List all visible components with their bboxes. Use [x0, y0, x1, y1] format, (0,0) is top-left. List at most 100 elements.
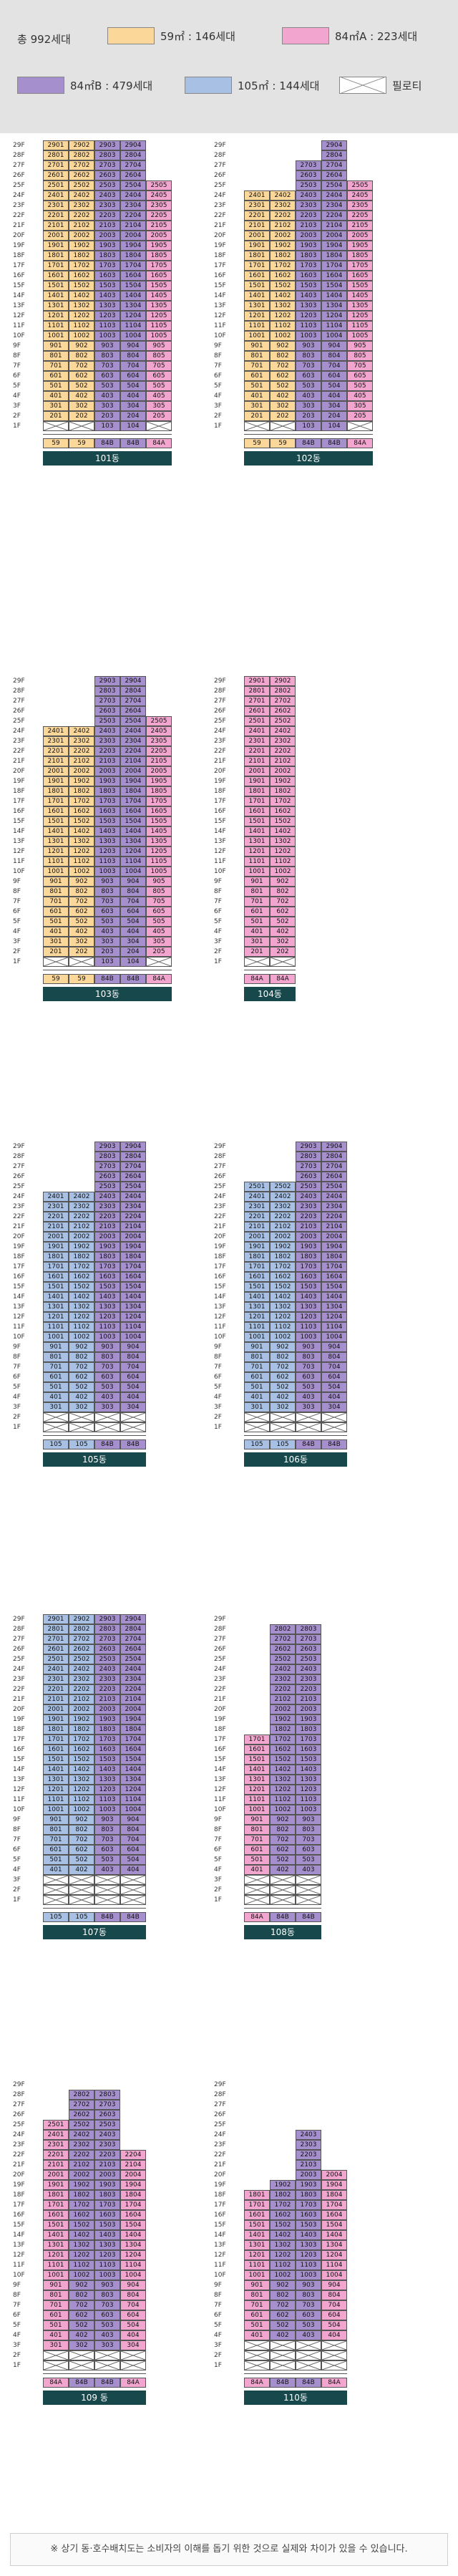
floor-label: 13F	[13, 2242, 25, 2249]
unit-type-label: 105	[43, 1439, 69, 1449]
unit-cell: 902	[69, 1342, 94, 1352]
unit-cell: 2001	[244, 766, 270, 776]
unit-cell: 2001	[43, 1704, 69, 1714]
unit-cell: 201	[244, 411, 270, 421]
piloti-cell	[244, 2360, 270, 2370]
unit-cell: 1303	[296, 1302, 321, 1312]
unit-cell: 1102	[270, 857, 296, 867]
unit-cell: 504	[120, 917, 146, 927]
unit-cell: 2903	[94, 140, 120, 150]
unit-cell: 703	[296, 1835, 321, 1845]
unit-cell: 205	[146, 411, 172, 421]
unit-cell: 1704	[120, 1735, 146, 1745]
unit-cell: 2203	[296, 1684, 321, 1694]
piloti-cross-icon	[69, 1413, 94, 1422]
unit-cell: 805	[146, 351, 172, 361]
unit-cell: 2202	[69, 1684, 94, 1694]
unit-cell: 2104	[321, 221, 347, 231]
unit-cell: 1903	[296, 2180, 321, 2190]
floor-label: 1F	[214, 958, 222, 965]
unit-cell: 605	[146, 371, 172, 381]
unit-cell: 1305	[146, 836, 172, 846]
floor-label: 15F	[13, 2222, 25, 2229]
unit-cell: 2002	[270, 1232, 296, 1242]
unit-cell: 1501	[43, 2220, 69, 2230]
unit-cell: 2103	[94, 756, 120, 766]
unit-type-label: 59	[244, 438, 270, 448]
unit-type-label: 84B	[296, 1439, 321, 1449]
unit-cell: 2202	[69, 211, 94, 221]
piloti-cross-icon	[44, 2361, 68, 2370]
unit-cell: 1901	[43, 1714, 69, 1724]
floor-label: 19F	[214, 2181, 226, 2189]
unit-cell: 302	[69, 2340, 94, 2350]
legend-item-59: 59㎡ : 146세대	[107, 27, 235, 44]
unit-cell: 2601	[244, 706, 270, 716]
floor-label: 19F	[13, 1716, 25, 1723]
piloti-cross-icon	[322, 2361, 346, 2370]
floor-label: 24F	[214, 192, 226, 199]
unit-cell: 303	[296, 1402, 321, 1412]
unit-cell: 602	[69, 1845, 94, 1855]
floor-label: 7F	[13, 898, 21, 905]
unit-cell: 2201	[244, 1212, 270, 1222]
floor-label: 6F	[214, 1374, 222, 1381]
floor-label: 1F	[13, 2362, 21, 2369]
unit-cell: 2701	[244, 696, 270, 706]
unit-cell: 1704	[321, 261, 347, 271]
unit-cell: 2104	[120, 221, 146, 231]
unit-cell: 1302	[69, 1302, 94, 1312]
unit-cell: 701	[43, 2300, 69, 2310]
unit-cell: 2301	[43, 2140, 69, 2150]
floor-label: 14F	[13, 1293, 25, 1301]
unit-cell: 1103	[296, 321, 321, 331]
unit-cell: 703	[94, 897, 120, 907]
unit-cell: 2504	[120, 716, 146, 726]
legend-label-84a: 84㎡A : 223세대	[335, 29, 418, 43]
piloti-cross-icon	[69, 1423, 94, 1432]
unit-cell: 2003	[296, 1232, 321, 1242]
floor-label: 21F	[13, 2161, 25, 2169]
piloti-cell	[43, 1875, 69, 1885]
floor-label: 17F	[13, 1263, 25, 1270]
unit-cell: 1904	[321, 2180, 347, 2190]
unit-cell: 2201	[244, 211, 270, 221]
floor-label: 8F	[214, 352, 222, 360]
unit-cell: 1203	[94, 1312, 120, 1322]
floor-label: 20F	[214, 2171, 226, 2179]
unit-cell: 904	[120, 341, 146, 351]
unit-cell: 2402	[270, 190, 296, 201]
unit-cell: 2403	[94, 1192, 120, 1202]
floor-label: 16F	[214, 808, 226, 815]
piloti-cross-icon	[44, 1413, 68, 1422]
piloti-cross-icon	[322, 1423, 346, 1432]
piloti-cell	[69, 1412, 94, 1422]
floor-label: 12F	[214, 848, 226, 855]
unit-type-label: 105	[69, 1912, 94, 1922]
unit-cell: 1005	[347, 331, 373, 341]
unit-type-label: 105	[270, 1439, 296, 1449]
unit-cell: 1201	[43, 1785, 69, 1795]
floor-label: 4F	[214, 1866, 222, 1873]
unit-cell: 2203	[94, 1684, 120, 1694]
unit-cell: 1204	[120, 311, 146, 321]
unit-cell: 201	[244, 947, 270, 957]
unit-cell: 1101	[43, 857, 69, 867]
unit-cell: 801	[43, 351, 69, 361]
unit-cell: 1503	[94, 1755, 120, 1765]
building-name-bar: 101동	[43, 451, 172, 465]
unit-cell: 1604	[120, 1745, 146, 1755]
piloti-cell	[120, 1875, 146, 1885]
unit-cell: 2703	[94, 1634, 120, 1644]
floor-label: 8F	[13, 1354, 21, 1361]
unit-cell: 1903	[296, 241, 321, 251]
unit-cell: 1201	[43, 1312, 69, 1322]
unit-cell: 502	[69, 1382, 94, 1392]
unit-cell: 103	[94, 421, 120, 431]
floor-label: 16F	[13, 1746, 25, 1753]
piloti-cross-icon	[322, 2351, 346, 2360]
unit-cell: 2301	[43, 1202, 69, 1212]
floor-label: 3F	[13, 1404, 21, 1411]
unit-cell: 2102	[69, 1694, 94, 1704]
unit-cell: 1004	[120, 2270, 146, 2280]
